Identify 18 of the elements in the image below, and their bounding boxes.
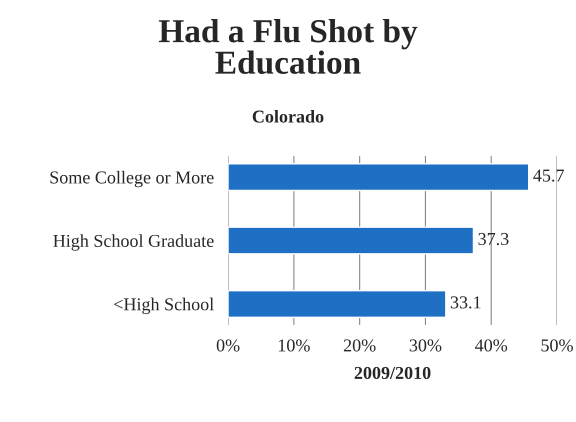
y-tick-label: Some College or More: [50, 170, 214, 188]
x-tick-label: 20%: [344, 339, 376, 352]
y-tick-label: High School Graduate: [53, 234, 214, 251]
data-label: 33.1: [450, 296, 481, 309]
x-tick-label: 50%: [541, 339, 573, 352]
chart-subtitle: Colorado: [252, 110, 324, 123]
x-tick-label: 0%: [216, 339, 240, 352]
bar: [228, 226, 474, 255]
bar: [228, 163, 530, 192]
bar: [228, 290, 447, 318]
data-label: 37.3: [478, 232, 509, 246]
x-tick-label: 40%: [475, 339, 508, 352]
chart-title: Had a Flu Shot by Education: [158, 18, 418, 74]
x-axis-title: 2009/2010: [354, 366, 430, 380]
y-tick-label: <High School: [114, 298, 214, 314]
x-tick-label: 10%: [278, 339, 310, 352]
x-tick-label: 30%: [410, 339, 442, 352]
data-label: 45.7: [533, 170, 564, 182]
